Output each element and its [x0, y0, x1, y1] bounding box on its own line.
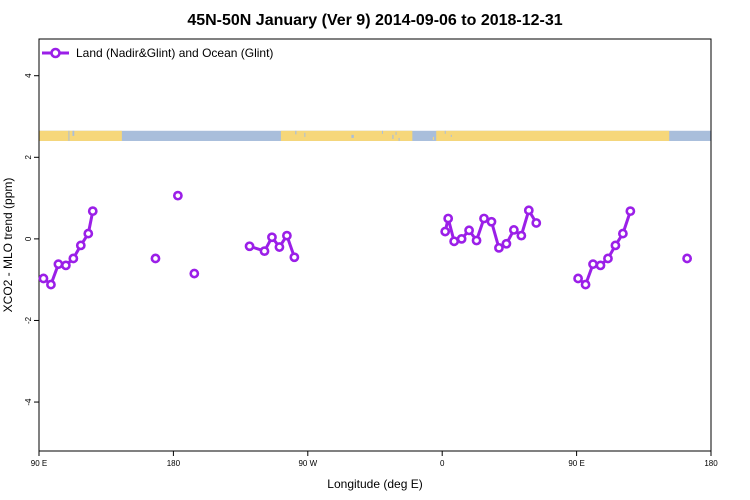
axes: 90 E 180 90 W 0 90 E 180 4 2 0 -2 -4	[24, 38, 718, 468]
land-band	[436, 130, 670, 141]
data-point	[244, 241, 255, 252]
x-axis-label: Longitude (deg E)	[327, 477, 422, 491]
data-point	[573, 273, 583, 284]
coastline-detail	[450, 134, 452, 137]
data-point	[610, 240, 621, 251]
x-tick-label: 90 W	[298, 459, 317, 468]
x-tick-label: 180	[167, 459, 181, 468]
data-point	[443, 213, 454, 224]
coastline-detail	[392, 134, 394, 139]
coastline-detail	[444, 130, 446, 134]
plot-frame	[38, 38, 712, 452]
coastline-detail	[72, 130, 75, 136]
chart-title: 45N-50N January (Ver 9) 2014-09-06 to 20…	[187, 12, 562, 29]
data-point	[267, 232, 277, 243]
data-point	[682, 253, 693, 264]
data-point	[259, 246, 270, 257]
legend: Land (Nadir&Glint) and Ocean (Glint)	[42, 46, 273, 60]
x-tick-label: 90 E	[568, 459, 584, 468]
data-point	[494, 242, 504, 253]
coastline-detail	[395, 131, 397, 135]
data-point	[46, 279, 56, 290]
series-line	[577, 210, 632, 287]
y-tick-label: -4	[24, 398, 33, 406]
data-point	[516, 230, 527, 241]
data-point	[68, 253, 79, 264]
x-tick-label: 0	[440, 459, 445, 468]
data-point	[508, 225, 519, 235]
data-point	[189, 268, 200, 279]
y-tick-label: 4	[24, 73, 33, 78]
data-point	[75, 240, 86, 251]
data-point	[150, 253, 161, 264]
y-tick-label: -2	[24, 316, 33, 324]
data-point	[172, 190, 183, 201]
data-point	[440, 226, 451, 237]
data-point	[580, 279, 591, 290]
x-tick-label: 180	[704, 459, 718, 468]
coastline-detail	[68, 130, 70, 141]
coastline-detail	[398, 137, 400, 141]
y-tick-label: 0	[24, 236, 33, 241]
legend-marker	[50, 47, 61, 59]
data-point	[449, 236, 460, 247]
x-tick-label: 90 E	[31, 459, 47, 468]
coastline-detail	[381, 130, 383, 134]
data-point	[289, 252, 300, 263]
y-tick-label: 2	[24, 155, 33, 160]
land-band	[39, 130, 122, 141]
data-point	[464, 225, 474, 236]
y-axis-label: XCO2 - MLO trend (ppm)	[1, 178, 15, 313]
data-point	[471, 235, 482, 246]
data-point	[588, 259, 598, 270]
data-point	[501, 238, 512, 249]
data-point	[274, 242, 285, 252]
coastline-detail	[432, 136, 434, 140]
data-point	[60, 260, 71, 271]
data-point	[531, 218, 542, 228]
data-point	[38, 273, 49, 284]
data-point	[617, 228, 628, 239]
data-point	[486, 216, 497, 227]
data-point	[625, 206, 636, 217]
legend-label: Land (Nadir&Glint) and Ocean (Glint)	[76, 46, 273, 60]
data-series	[38, 190, 693, 290]
data-point	[595, 260, 606, 271]
data-point	[603, 253, 613, 264]
data-point	[53, 259, 64, 270]
series-line	[42, 210, 95, 287]
data-point	[83, 228, 94, 239]
data-point	[479, 213, 489, 224]
data-point	[87, 206, 98, 217]
coastline-detail	[304, 132, 306, 137]
data-point	[523, 205, 534, 216]
coastline-detail	[295, 130, 297, 135]
data-point	[281, 230, 292, 241]
coastline-detail	[351, 134, 354, 138]
land-band	[280, 130, 413, 141]
data-point	[456, 233, 467, 244]
world-map-strip	[39, 130, 711, 141]
